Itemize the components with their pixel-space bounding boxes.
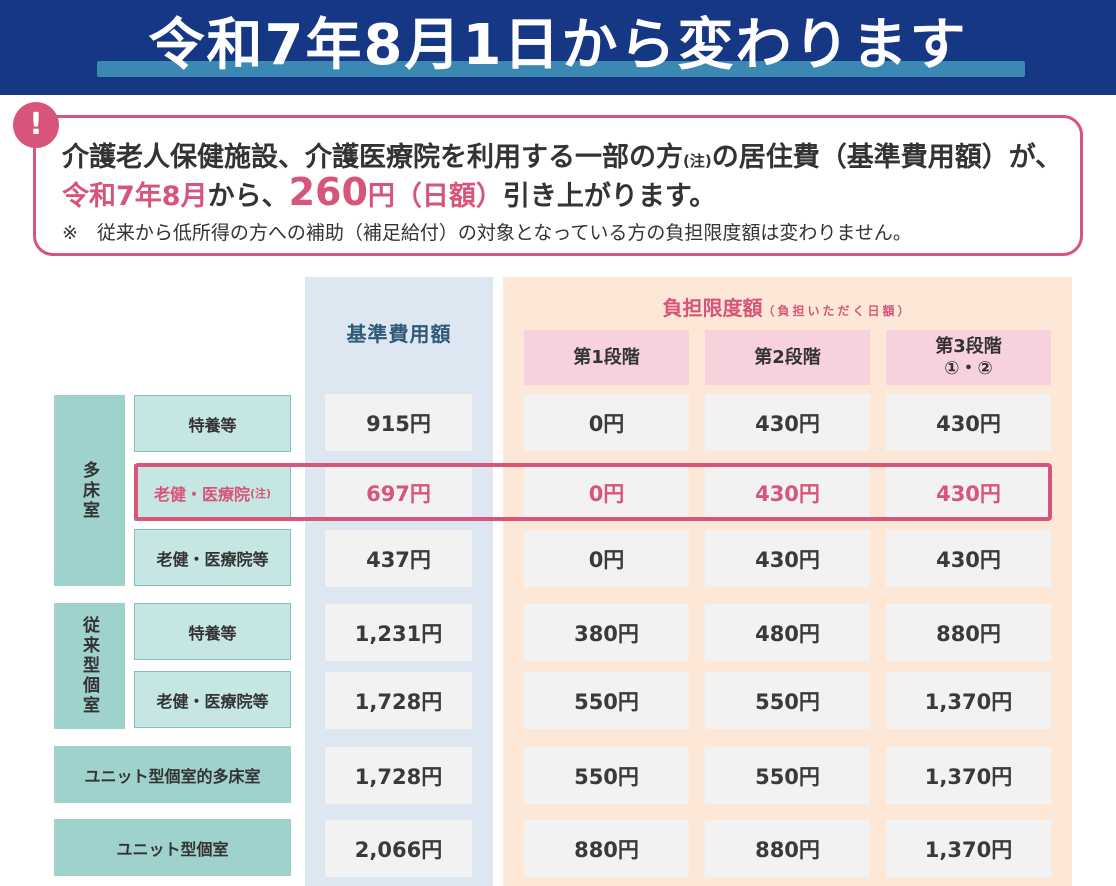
cell-stage-1: 0円 — [524, 530, 689, 587]
row-label-unit-multi: ユニット型個室的多床室 — [54, 746, 291, 803]
banner-underline — [97, 61, 1025, 77]
cell-standard: 915円 — [325, 394, 472, 451]
row-label-private-tokuyo: 特養等 — [134, 603, 291, 660]
group-conventional-private-room: 従来型個室 — [54, 603, 125, 729]
cell-stage-1: 550円 — [524, 672, 689, 729]
cell-stage-3: 430円 — [886, 464, 1051, 521]
cell-stage-3: 880円 — [886, 604, 1051, 661]
notice-box — [33, 115, 1083, 256]
header-standard-cost: 基準費用額 — [346, 322, 452, 346]
cell-stage-2: 880円 — [705, 820, 870, 877]
changed-row-highlight — [134, 463, 1052, 521]
row-label-multi-roken: 老健・医療院等 — [134, 529, 291, 586]
header-banner — [0, 0, 1116, 95]
cell-stage-2: 430円 — [705, 394, 870, 451]
exclamation-icon: ! — [13, 102, 59, 148]
header-limit-amount: 負担限度額（負担いただく日額） — [662, 296, 913, 320]
cell-stage-1: 380円 — [524, 604, 689, 661]
cell-stage-2: 550円 — [705, 672, 870, 729]
cell-stage-1: 880円 — [524, 820, 689, 877]
cell-stage-1: 550円 — [524, 747, 689, 804]
cell-stage-2: 430円 — [705, 530, 870, 587]
row-label-multi-roken-note: 老健・医療院 (注) — [134, 464, 291, 521]
row-label-unit-private: ユニット型個室 — [54, 819, 291, 876]
notice-line-1: 介護老人保健施設、介護医療院を利用する一部の方(注)の居住費（基準費用額）が、 — [62, 142, 1063, 173]
stage-1-header: 第1段階 — [524, 330, 689, 385]
stage-2-header: 第2段階 — [705, 330, 870, 385]
stage-3-header: 第3段階 ①・② — [886, 330, 1051, 385]
cell-standard: 697円 — [325, 464, 472, 521]
increase-amount: 260 — [288, 170, 368, 214]
page-title: 令和7年8月1日から変わります — [148, 13, 968, 78]
cell-standard: 437円 — [325, 530, 472, 587]
cell-stage-2: 550円 — [705, 747, 870, 804]
cell-standard: 2,066円 — [325, 820, 472, 877]
cell-standard: 1,231円 — [325, 604, 472, 661]
cell-stage-1: 0円 — [524, 394, 689, 451]
cell-stage-3: 1,370円 — [886, 747, 1051, 804]
notice-line-2: 令和7年8月から、260円（日額）引き上がります。 — [62, 170, 717, 214]
cell-stage-2: 430円 — [705, 464, 870, 521]
row-label-multi-tokuyo: 特養等 — [134, 395, 291, 452]
cell-stage-3: 430円 — [886, 394, 1051, 451]
row-label-private-roken: 老健・医療院等 — [134, 671, 291, 728]
cell-stage-3: 1,370円 — [886, 820, 1051, 877]
cell-standard: 1,728円 — [325, 747, 472, 804]
cell-standard: 1,728円 — [325, 672, 472, 729]
cell-stage-3: 430円 — [886, 530, 1051, 587]
cell-stage-1: 0円 — [524, 464, 689, 521]
cell-stage-2: 480円 — [705, 604, 870, 661]
group-multi-bed-room: 多床室 — [54, 395, 125, 586]
notice-footnote: ※ 従来から低所得の方への補助（補足給付）の対象となっている方の負担限度額は変わ… — [62, 222, 912, 244]
cell-stage-3: 1,370円 — [886, 672, 1051, 729]
